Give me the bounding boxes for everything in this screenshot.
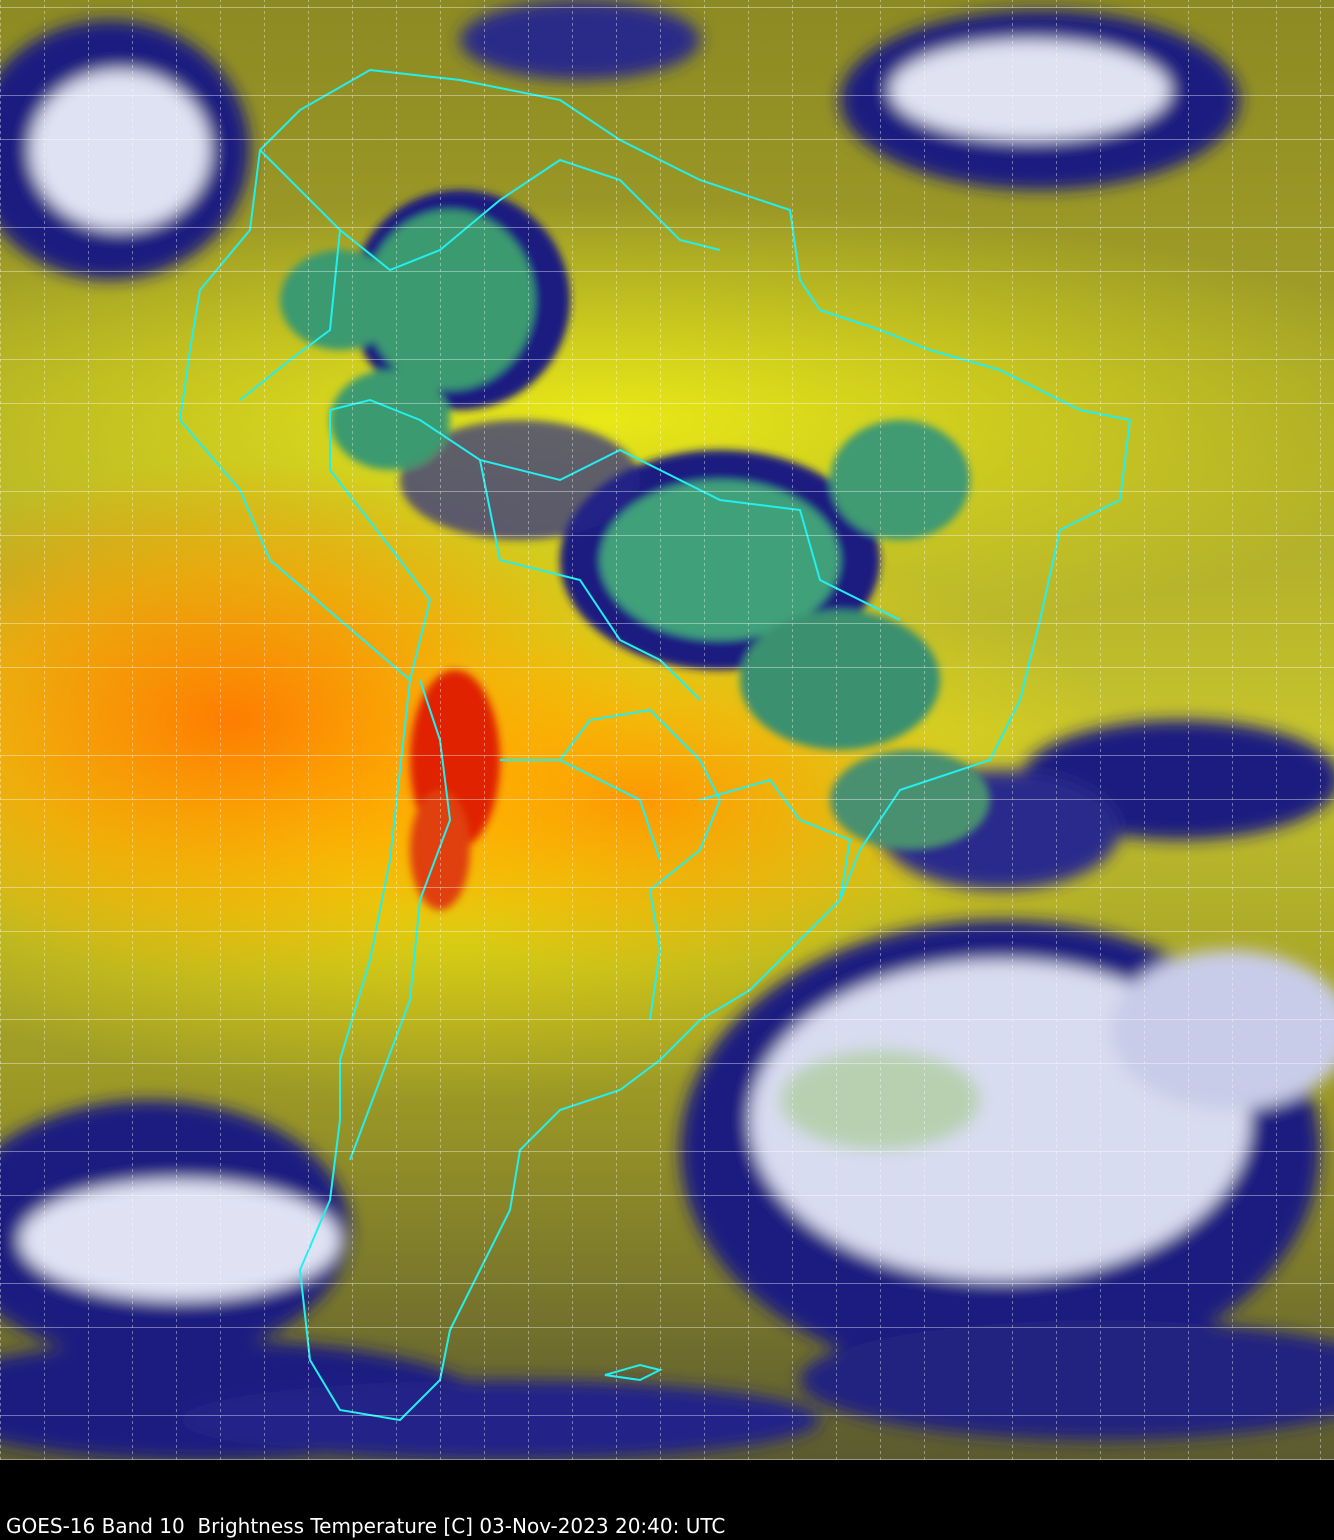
country-border xyxy=(239,229,341,401)
country-border xyxy=(559,759,661,861)
image-caption: GOES-16 Band 10 Brightness Temperature [… xyxy=(6,1514,726,1538)
country-border xyxy=(329,398,901,681)
country-border xyxy=(349,679,452,1161)
cold-cloud-regions xyxy=(0,0,1334,1460)
falkland-islands xyxy=(604,1363,663,1382)
coastlines-borders xyxy=(178,68,1132,1422)
cloud-layer xyxy=(0,0,1334,1460)
footer-bar xyxy=(0,1460,1334,1540)
country-border xyxy=(699,778,852,901)
satellite-imagery xyxy=(0,0,1334,1460)
country-border xyxy=(500,708,722,1021)
country-border xyxy=(259,149,721,272)
convective-regions xyxy=(280,190,990,850)
south-america-coastline xyxy=(178,68,1132,1422)
lat-lon-grid xyxy=(0,0,1334,1460)
country-border xyxy=(479,459,701,701)
